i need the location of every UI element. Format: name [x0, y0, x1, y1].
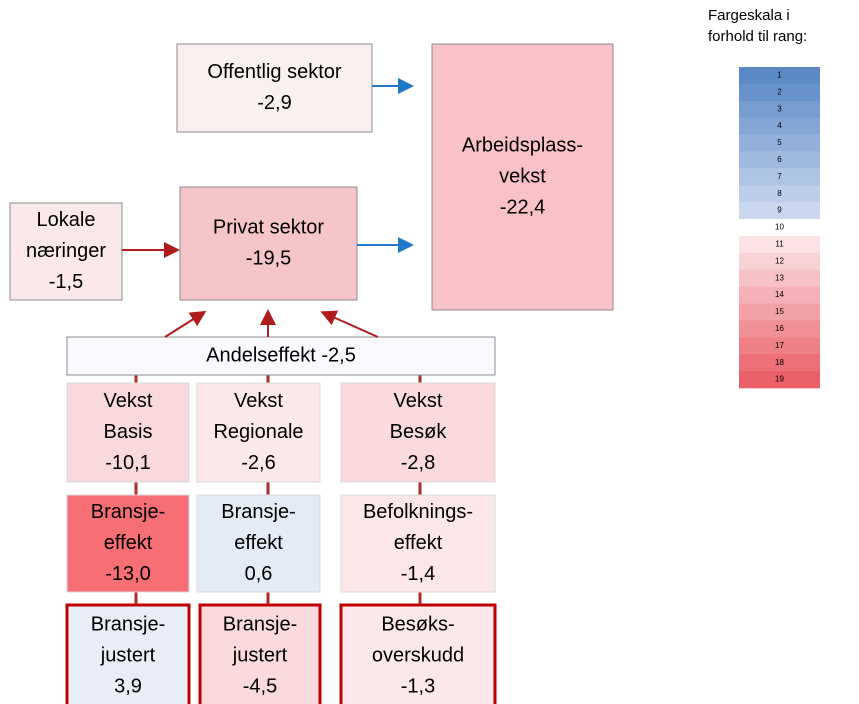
node-value: -10,1 [105, 452, 151, 474]
legend-swatch [739, 235, 820, 254]
node-value: -1,3 [401, 675, 435, 697]
legend-rank: 19 [775, 375, 784, 384]
node-label: justert [232, 644, 288, 666]
node-label: Privat sektor [213, 216, 324, 238]
legend-rank: 14 [775, 290, 784, 299]
node-value: -2,6 [241, 452, 275, 474]
legend-rank: 5 [777, 138, 782, 147]
legend-rank: 1 [777, 71, 782, 80]
node-box [66, 382, 190, 483]
node-box [196, 382, 321, 483]
legend-rank: 15 [775, 307, 784, 316]
node-label: Bransje- [91, 501, 165, 523]
node-box [179, 186, 358, 301]
node-label: Andelseffekt -2,5 [206, 344, 356, 366]
legend-swatch [739, 337, 820, 355]
nodes: Offentlig sektor -2,9 Arbeidsplass-vekst -2… [9, 43, 614, 704]
arrow [164, 310, 207, 338]
legend-swatch [739, 320, 820, 338]
legend-swatch [739, 286, 820, 304]
node-label: Befolknings- [363, 501, 473, 523]
legend-swatch [739, 252, 820, 271]
node-label: Besøks- [381, 613, 454, 635]
legend-rank: 2 [777, 87, 782, 96]
legend-swatch [739, 134, 820, 152]
legend-swatch [739, 100, 820, 118]
node-box [66, 336, 496, 376]
legend-rank: 8 [777, 189, 782, 198]
node-label: Bransje- [221, 501, 295, 523]
node-label: Lokale [37, 209, 96, 231]
node-label: effekt [104, 532, 153, 554]
node-label: effekt [234, 532, 283, 554]
legend-swatch [739, 219, 820, 237]
node-label: Vekst [104, 390, 153, 412]
arrows [122, 78, 414, 338]
legend-swatch [739, 168, 820, 186]
node-box [66, 494, 190, 593]
node-label: vekst [499, 165, 546, 187]
legend-swatch [739, 354, 820, 372]
node-value: -4,5 [243, 675, 277, 697]
node-value: -13,0 [105, 563, 151, 585]
legend-swatch [739, 185, 820, 203]
legend-rank: 4 [777, 121, 782, 130]
node-label: justert [100, 644, 156, 666]
node-label: Vekst [234, 390, 283, 412]
node-label: næringer [26, 240, 106, 262]
legend-rank: 16 [775, 324, 784, 333]
node-box [176, 43, 373, 133]
node-box [340, 382, 496, 483]
node-label: Besøk [390, 421, 448, 443]
legend-swatch [739, 371, 820, 389]
legend-rank: 6 [777, 155, 782, 164]
legend-swatch [739, 151, 820, 169]
node-label: Vekst [394, 390, 443, 412]
legend-rank: 12 [775, 256, 784, 265]
node-value: -1,4 [401, 563, 435, 585]
node-label: Regionale [213, 421, 303, 443]
legend-rank: 17 [775, 341, 784, 350]
legend-title: Fargeskala i [708, 7, 790, 24]
node-label: overskudd [372, 644, 464, 666]
node-label: Offentlig sektor [207, 61, 341, 83]
node-label: Bransje- [223, 613, 297, 635]
node-box [340, 494, 496, 593]
legend-rank: 18 [775, 358, 784, 367]
node-label: Arbeidsplass- [462, 134, 583, 156]
node-label: Bransje- [91, 613, 165, 635]
node-value: -2,9 [257, 92, 291, 114]
node-value: -19,5 [246, 247, 292, 269]
legend-swatch [739, 269, 820, 287]
node-value: 3,9 [114, 675, 142, 697]
legend-title: forhold til rang: [708, 28, 807, 45]
node-box [431, 43, 614, 311]
legend-swatch [739, 67, 820, 85]
node-value: -2,8 [401, 452, 435, 474]
node-label: effekt [394, 532, 443, 554]
legend-rank: 3 [777, 104, 782, 113]
node-value: 0,6 [245, 563, 273, 585]
legend-swatch [739, 117, 820, 135]
legend-swatch [739, 303, 820, 321]
node-box [65, 603, 191, 704]
node-label: Basis [104, 421, 153, 443]
legend-swatch [739, 83, 820, 102]
node-value: -22,4 [500, 196, 546, 218]
node-value: -1,5 [49, 271, 83, 293]
legend-rank: 7 [777, 172, 782, 181]
legend-rank: 9 [777, 206, 782, 215]
legend-rank: 10 [775, 223, 784, 232]
node-box [9, 202, 123, 301]
legend-rank: 11 [775, 240, 784, 249]
node-box [198, 603, 322, 704]
legend-swatch [739, 202, 820, 220]
node-box [196, 494, 321, 593]
node-box [339, 603, 497, 704]
arrow [320, 310, 379, 338]
legend-rank: 13 [775, 273, 784, 282]
